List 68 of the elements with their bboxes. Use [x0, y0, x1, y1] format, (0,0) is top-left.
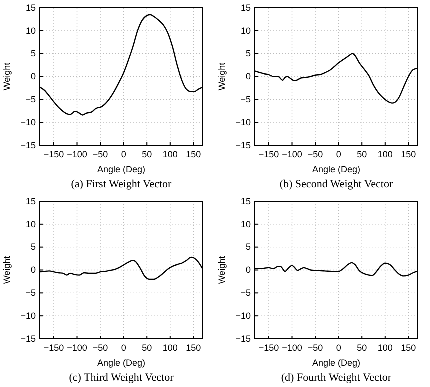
y-tick-label: 15 [240, 196, 251, 206]
x-tick-label: 50 [357, 343, 368, 354]
x-tick-label: −100 [282, 150, 302, 160]
y-tick-label: −15 [20, 334, 36, 344]
y-tick-label: −15 [236, 334, 251, 344]
text: (b) Second Weight Vector [280, 178, 394, 190]
x-tick-label: 50 [142, 150, 152, 160]
y-tick-label: 5 [30, 242, 36, 252]
x-tick-label: −150 [44, 343, 64, 354]
y-axis-title: Weight [2, 62, 12, 91]
y-axis-title: Weight [2, 256, 12, 284]
x-tick-label: 150 [186, 343, 202, 354]
x-tick-label: 100 [162, 343, 178, 354]
x-tick-label: 50 [357, 150, 368, 160]
y-tick-label: −15 [236, 140, 251, 150]
x-tick-label: −50 [92, 150, 108, 160]
y-tick-label: −10 [20, 310, 36, 321]
x-axis-title: Angle (Deg) [97, 164, 146, 174]
x-tick-label: −50 [308, 150, 324, 160]
y-axis-title: Weight [217, 62, 227, 91]
text: (c) Third Weight Vector [69, 372, 174, 384]
x-tick-label: 150 [401, 343, 416, 354]
y-tick-label: 5 [246, 242, 251, 252]
y-tick-label: −10 [236, 117, 251, 128]
x-tick-label: −50 [308, 343, 324, 354]
y-tick-label: 0 [30, 72, 36, 82]
y-tick-label: −15 [20, 140, 36, 150]
y-tick-label: 5 [246, 48, 251, 59]
y-tick-label: 0 [30, 265, 36, 276]
y-tick-label: 5 [30, 48, 36, 59]
y-tick-label: −5 [26, 288, 36, 298]
x-tick-label: −100 [67, 150, 88, 160]
x-axis-title: Angle (Deg) [312, 164, 361, 174]
y-tick-label: 15 [240, 2, 251, 13]
y-tick-label: −5 [240, 94, 251, 105]
y-tick-label: 0 [246, 72, 251, 82]
x-tick-label: −150 [258, 343, 280, 354]
x-tick-label: 150 [401, 150, 416, 160]
y-tick-label: 10 [26, 26, 36, 36]
x-tick-label: 100 [378, 343, 393, 354]
text: (a) First Weight Vector [71, 178, 172, 190]
y-tick-label: −10 [20, 117, 36, 128]
x-tick-label: −100 [282, 343, 302, 354]
y-tick-label: 10 [240, 26, 251, 36]
text: (d) Fourth Weight Vector [281, 372, 392, 384]
x-tick-label: 150 [186, 150, 202, 160]
x-tick-label: 100 [378, 150, 393, 160]
x-tick-label: 0 [336, 343, 342, 354]
x-tick-label: 0 [121, 150, 126, 160]
x-tick-label: −150 [258, 150, 280, 160]
x-tick-label: −50 [92, 343, 108, 354]
y-tick-label: −5 [26, 94, 36, 105]
y-tick-label: −10 [236, 310, 251, 321]
x-tick-label: 0 [336, 150, 342, 160]
y-tick-label: 0 [246, 265, 251, 276]
y-tick-label: 10 [240, 219, 251, 230]
y-tick-label: 15 [26, 196, 36, 206]
x-tick-label: 100 [162, 150, 178, 160]
x-axis-title: Angle (Deg) [97, 358, 146, 368]
y-tick-label: −5 [240, 288, 251, 298]
y-tick-label: 15 [26, 2, 36, 13]
x-tick-label: 50 [142, 343, 152, 354]
x-axis-title: Angle (Deg) [312, 358, 361, 368]
y-axis-title: Weight [217, 256, 227, 284]
x-tick-label: −100 [67, 343, 88, 354]
x-tick-label: 0 [121, 343, 126, 354]
y-tick-label: 10 [26, 219, 36, 230]
x-tick-label: −150 [44, 150, 64, 160]
